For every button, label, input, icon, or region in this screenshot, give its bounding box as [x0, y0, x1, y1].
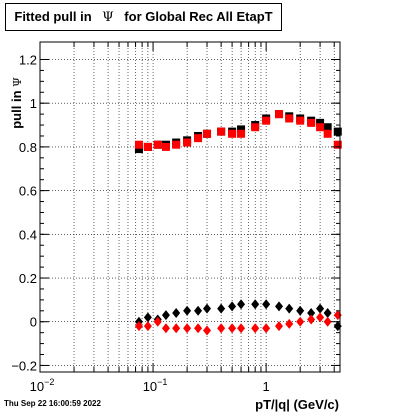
data-point — [333, 127, 342, 136]
axes: −0.2 0 0.2 0.4 0.6 0.8 1 1.2 10−2 10−1 1 — [11, 42, 340, 394]
chart-title-prefix: Fitted pull in — [14, 9, 92, 24]
data-point — [275, 110, 284, 119]
y-tick-label: 1 — [30, 96, 37, 111]
plot-frame — [39, 41, 341, 373]
data-point — [161, 310, 170, 321]
data-point — [262, 299, 271, 310]
data-point — [153, 140, 162, 149]
data-point — [262, 116, 271, 125]
data-point — [134, 321, 143, 332]
chart-title-suffix: for Global Rec All EtapT — [124, 9, 273, 24]
data-point — [316, 118, 325, 127]
x-tick-label: 10−1 — [143, 377, 168, 394]
psi-symbol: Ψ — [102, 10, 114, 25]
data-point — [228, 301, 237, 312]
data-point — [183, 323, 192, 334]
data-point — [323, 316, 332, 327]
data-point — [275, 301, 284, 312]
x-tick-label: 10−2 — [30, 377, 55, 394]
y-tick-label: −0.2 — [11, 358, 37, 373]
data-point — [194, 323, 203, 334]
data-point — [194, 305, 203, 316]
data-point — [323, 307, 332, 318]
data-point — [285, 318, 294, 329]
data-point — [217, 303, 226, 314]
data-point — [203, 303, 212, 314]
data-point — [285, 303, 294, 314]
data-point — [333, 321, 342, 332]
data-point — [203, 325, 212, 336]
data-point — [237, 323, 246, 334]
data-point — [316, 312, 325, 323]
data-point — [228, 323, 237, 334]
data-point — [333, 310, 342, 321]
data-point — [316, 303, 325, 314]
data-point — [307, 118, 316, 127]
data-point — [228, 129, 237, 138]
data-point — [323, 129, 332, 138]
datestamp: Thu Sep 22 16:00:59 2022 — [4, 399, 101, 408]
y-tick-label: 0.6 — [19, 184, 37, 199]
data-point — [333, 140, 342, 149]
data-point — [172, 307, 181, 318]
data-point — [134, 145, 143, 154]
data-point — [307, 314, 316, 325]
data-point — [134, 140, 143, 149]
data-point — [307, 307, 316, 318]
data-markers — [134, 110, 342, 336]
grid-lines — [40, 42, 340, 372]
data-point — [172, 140, 181, 149]
data-point — [143, 312, 152, 323]
y-tick-label: 0.4 — [19, 227, 37, 242]
x-axis-title: pT/|q| (GeV/c) — [255, 397, 339, 412]
y-tick-label: 0.2 — [19, 271, 37, 286]
data-point — [217, 127, 226, 136]
data-point — [161, 142, 170, 151]
data-point — [161, 323, 170, 334]
data-point — [194, 134, 203, 143]
data-point — [172, 323, 181, 334]
data-point — [251, 299, 260, 310]
data-point — [183, 305, 192, 316]
data-point — [262, 323, 271, 334]
data-point — [316, 123, 325, 132]
data-point — [153, 316, 162, 327]
data-point — [323, 123, 332, 132]
data-point — [217, 323, 226, 334]
data-point — [237, 129, 246, 138]
data-point — [143, 142, 152, 151]
data-point — [251, 323, 260, 334]
data-point — [296, 305, 305, 316]
data-point — [237, 299, 246, 310]
y-axis-title: pull in Ψ — [9, 77, 24, 129]
data-point — [296, 116, 305, 125]
data-point — [285, 114, 294, 123]
data-point — [183, 138, 192, 147]
y-axis-label: pull in Ψ — [9, 77, 24, 129]
y-tick-label: 0.8 — [19, 140, 37, 155]
data-point — [296, 316, 305, 327]
x-tick-label: 1 — [263, 379, 270, 394]
chart-title: Fitted pull in Ψ for Global Rec All Etap… — [5, 3, 282, 31]
data-point — [203, 129, 212, 138]
y-tick-label: 1.2 — [19, 52, 37, 67]
data-point — [251, 123, 260, 132]
data-point — [275, 321, 284, 332]
y-tick-label: 0 — [30, 315, 37, 330]
data-point — [143, 321, 152, 332]
data-point — [237, 125, 246, 134]
